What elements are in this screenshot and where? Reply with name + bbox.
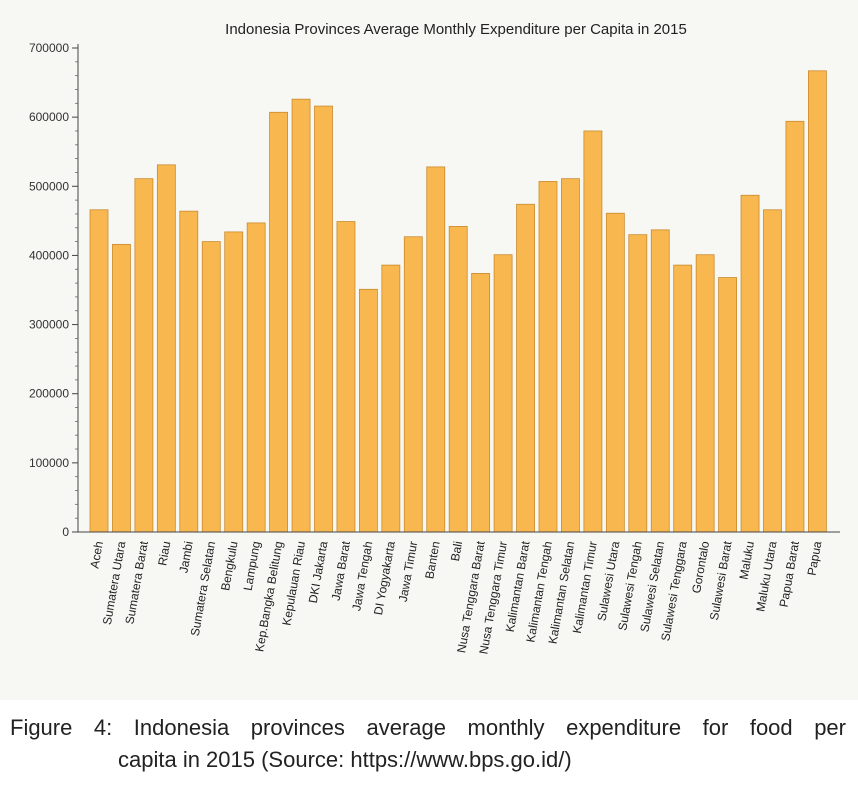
y-tick-label: 0 xyxy=(62,525,69,539)
bar xyxy=(448,225,468,533)
caption-line-1: Figure 4: Indonesia provinces average mo… xyxy=(10,715,846,740)
x-tick-label: Gorontalo xyxy=(689,540,712,595)
bar-chart: Indonesia Provinces Average Monthly Expe… xyxy=(29,21,840,655)
bar xyxy=(673,264,693,533)
y-tick-label: 500000 xyxy=(29,179,69,193)
y-tick-label: 700000 xyxy=(29,41,69,55)
bar xyxy=(740,194,760,533)
y-axis: 0 100000 200000 300000 400000 500000 600000 700… xyxy=(29,41,79,539)
bar xyxy=(112,243,131,533)
bar xyxy=(628,234,648,533)
x-tick-label: Sumatera Barat xyxy=(122,539,150,625)
bar xyxy=(201,241,221,533)
x-tick-label: Papua Barat xyxy=(777,539,802,608)
bar xyxy=(291,98,311,533)
chart-panel: Indonesia Provinces Average Monthly Expe… xyxy=(0,0,858,700)
x-tick-label: Papua xyxy=(805,540,825,577)
x-tick-label: Maluku Utara xyxy=(753,540,779,613)
bar xyxy=(358,288,378,533)
bar xyxy=(403,236,423,533)
bar xyxy=(89,209,109,533)
bar xyxy=(695,254,715,533)
y-tick-label: 600000 xyxy=(29,110,69,124)
bar xyxy=(314,105,333,533)
bar xyxy=(538,181,558,533)
x-tick-label: Riau xyxy=(155,540,173,567)
bar xyxy=(381,264,401,533)
x-tick-label: Lampung xyxy=(241,540,263,592)
x-tick-label: DKI Jakarta xyxy=(306,540,331,604)
bar xyxy=(650,229,670,533)
x-tick-label: Jawa Barat xyxy=(329,539,353,601)
bar xyxy=(269,111,289,533)
x-tick-label: Bengkulu xyxy=(218,540,240,592)
x-tick-label: Aceh xyxy=(87,540,106,569)
bar xyxy=(763,209,782,533)
y-tick-label: 100000 xyxy=(29,456,69,470)
bar xyxy=(493,254,513,533)
figure-caption: Figure 4: Indonesia provinces average mo… xyxy=(10,712,846,776)
x-tick-label: Banten xyxy=(422,540,442,580)
x-tick-label: Jawa Timur xyxy=(396,540,420,603)
x-tick-label: DI Yogyakarta xyxy=(371,540,398,616)
bar xyxy=(426,166,446,533)
bar xyxy=(156,164,176,533)
bar xyxy=(808,70,827,533)
bar xyxy=(224,231,244,533)
bar xyxy=(471,273,491,533)
x-tick-label: Jawa Tengah xyxy=(349,540,375,612)
y-tick-label: 300000 xyxy=(29,318,69,332)
x-tick-label: Sulawesi Barat xyxy=(707,539,735,621)
bar xyxy=(179,210,199,533)
bar xyxy=(134,178,154,533)
chart-title: Indonesia Provinces Average Monthly Expe… xyxy=(225,21,687,38)
x-tick-label: Bali xyxy=(448,540,465,562)
y-tick-label: 200000 xyxy=(29,387,69,401)
bar xyxy=(561,178,580,533)
bar xyxy=(785,120,805,533)
bar xyxy=(718,277,737,533)
caption-line-2: capita in 2015 (Source: https://www.bps.… xyxy=(118,747,572,772)
bar xyxy=(336,221,356,533)
x-tick-label: Jambi xyxy=(176,540,195,574)
x-tick-label: Maluku xyxy=(736,540,757,581)
y-tick-label: 400000 xyxy=(29,248,69,262)
bar xyxy=(516,203,535,533)
bars-group xyxy=(89,70,827,533)
bar xyxy=(583,130,603,533)
bar xyxy=(605,212,625,533)
bar xyxy=(246,222,266,533)
